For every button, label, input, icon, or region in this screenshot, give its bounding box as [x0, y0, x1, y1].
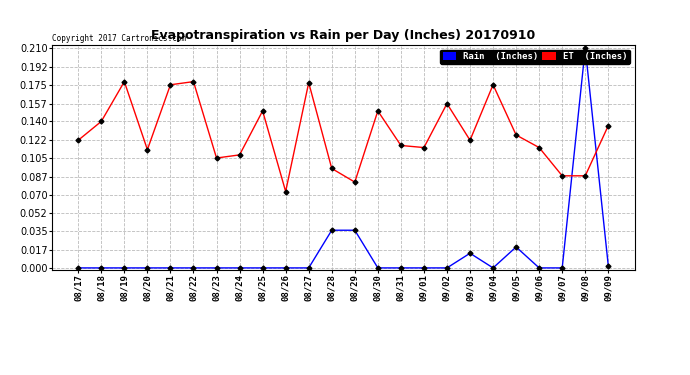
- Legend: Rain  (Inches), ET  (Inches): Rain (Inches), ET (Inches): [440, 50, 630, 64]
- Text: Copyright 2017 Cartronics.com: Copyright 2017 Cartronics.com: [52, 34, 186, 43]
- Title: Evapotranspiration vs Rain per Day (Inches) 20170910: Evapotranspiration vs Rain per Day (Inch…: [151, 30, 535, 42]
